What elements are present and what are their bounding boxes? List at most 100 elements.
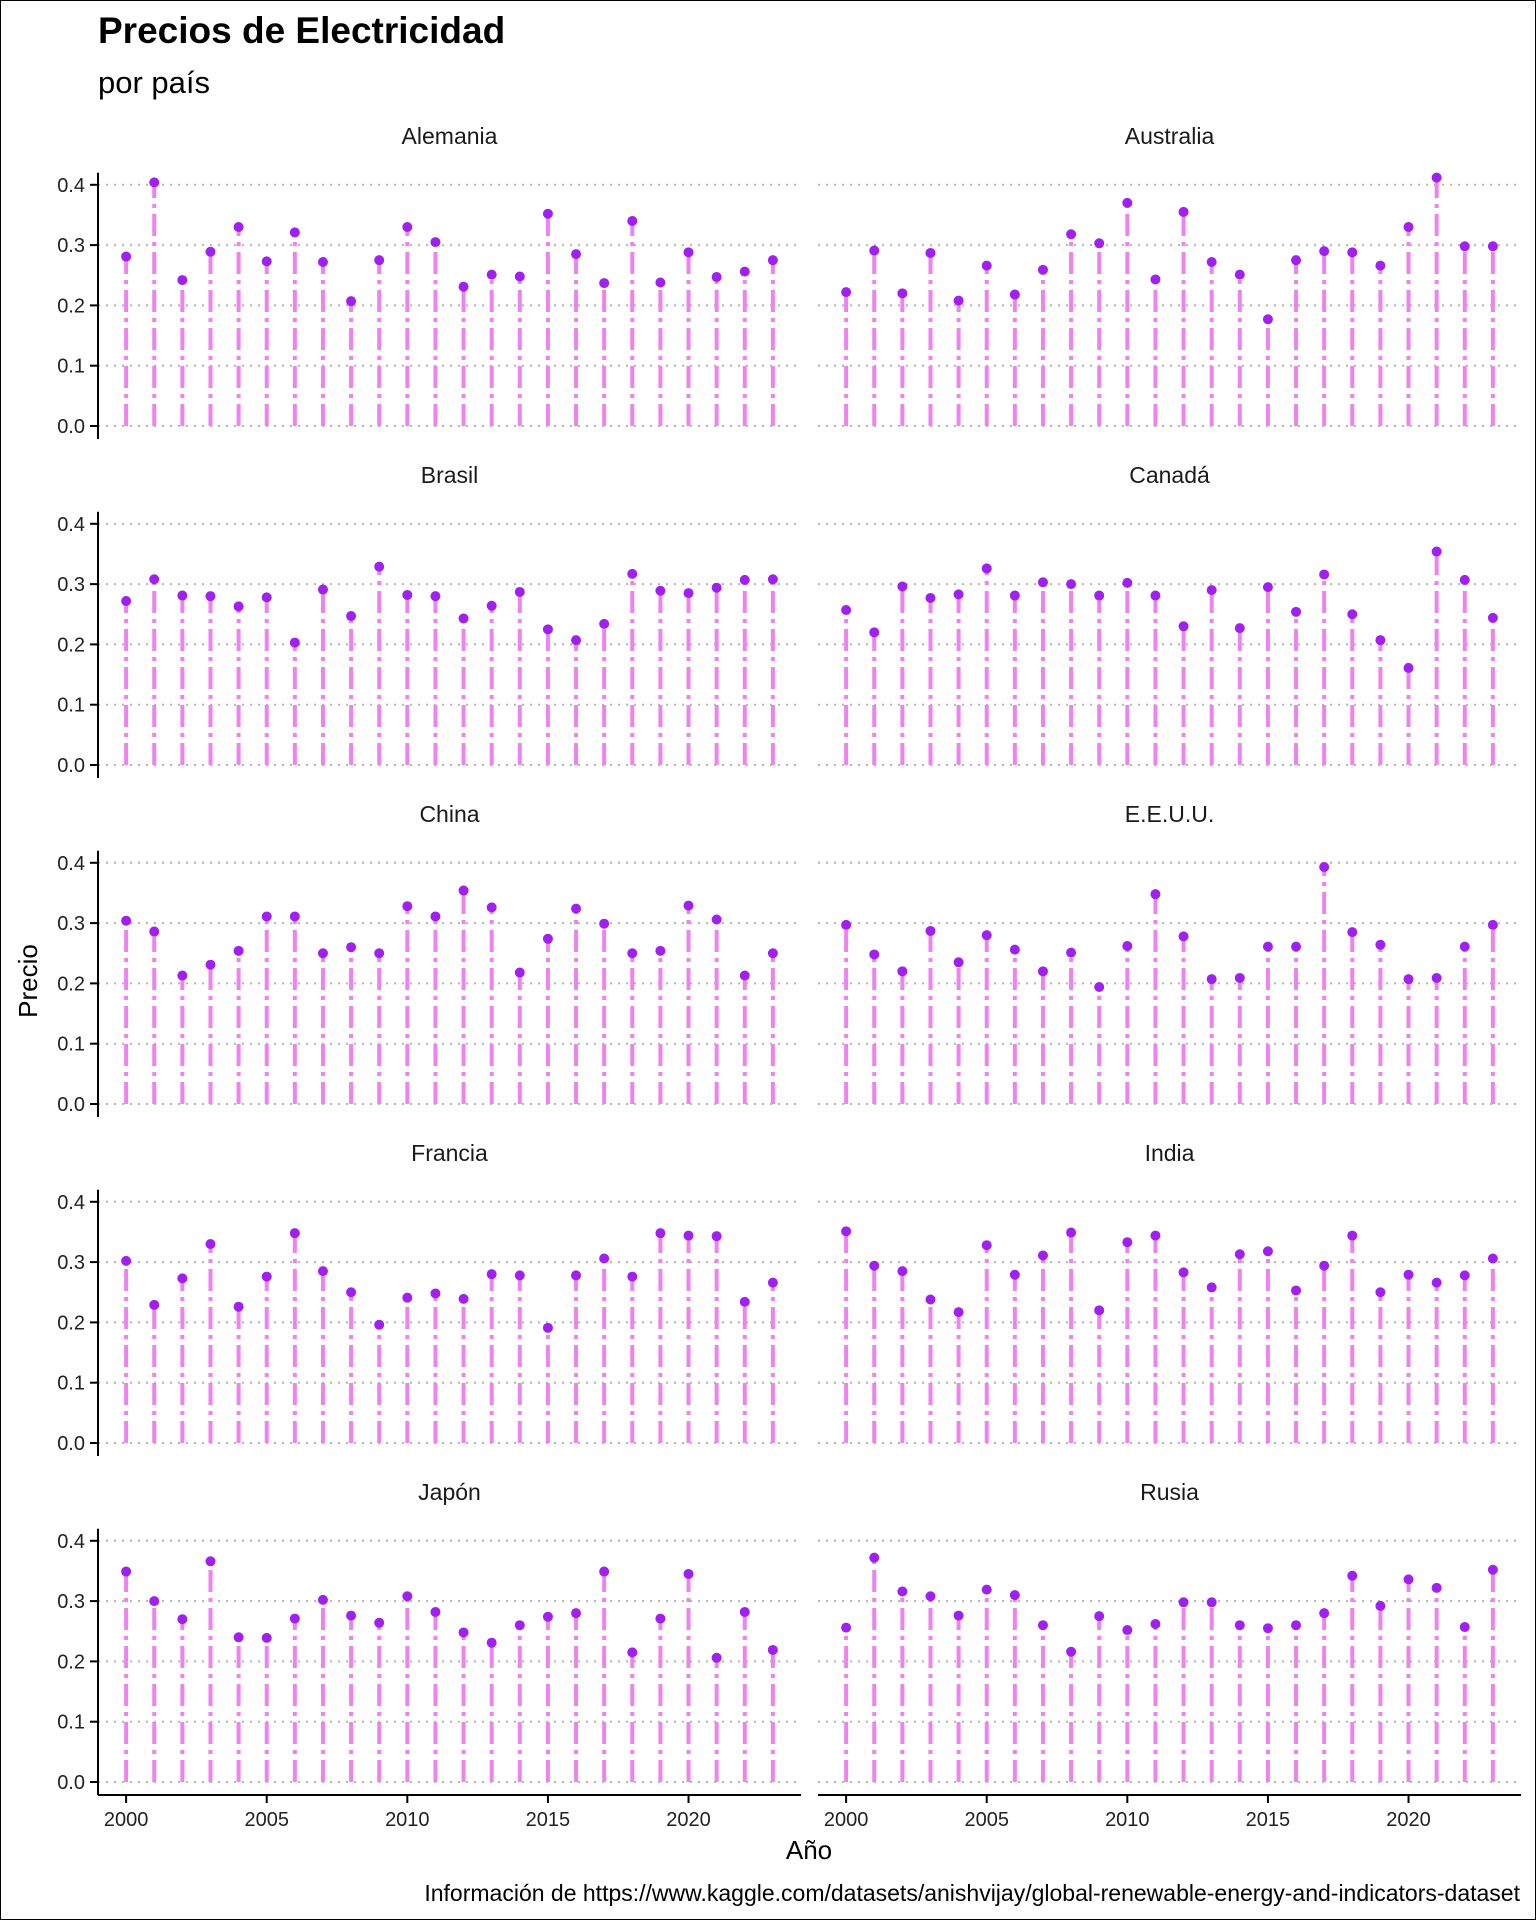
data-point [1291,1620,1302,1631]
data-point [627,568,638,579]
data-point [402,901,413,912]
panel-1: Alemania 0.0 0.1 0.2 0.3 0.4 [57,123,801,439]
data-point [177,970,188,981]
data-point [1094,238,1105,249]
data-point [655,277,666,288]
data-point [739,1296,750,1307]
data-point [1066,1646,1077,1657]
data-point [1459,1270,1470,1281]
data-point [149,1299,160,1310]
data-point [121,1566,132,1577]
data-point [317,1594,328,1605]
data-point [486,1637,497,1648]
data-point [514,967,525,978]
data-point [1066,229,1077,240]
data-point [571,903,582,914]
data-point [346,296,357,307]
data-point [1319,862,1330,873]
data-point [1234,972,1245,983]
data-point [486,1269,497,1280]
data-point [1431,1582,1442,1593]
data-point [542,1322,553,1333]
data-point [897,1266,908,1277]
data-point [402,222,413,233]
y-tick-label: 0.2 [57,1651,85,1673]
data-point [1037,1250,1048,1261]
chart-title: Precios de Electricidad [98,10,505,51]
x-tick-label: 2010 [1105,1809,1150,1831]
data-point [1122,577,1133,588]
data-point [374,561,385,572]
data-point [1347,927,1358,938]
chart-subtitle: por país [98,65,210,100]
data-point [430,1606,441,1617]
panel-title: Australia [1125,123,1215,149]
data-point [205,246,216,257]
y-tick-label: 0.2 [57,634,85,656]
data-point [1347,1230,1358,1241]
data-point [953,295,964,306]
data-point [571,1608,582,1619]
data-point [1403,662,1414,673]
data-point [627,1647,638,1658]
data-point [430,1288,441,1299]
data-point [925,925,936,936]
data-point [739,1606,750,1617]
data-point [374,1617,385,1628]
panel-title: India [1145,1140,1195,1166]
x-tick-label: 2020 [1386,1809,1431,1831]
data-point [1037,264,1048,275]
data-point [925,1294,936,1305]
data-point [767,574,778,585]
data-point [121,1255,132,1266]
y-tick-label: 0.4 [57,1531,85,1553]
data-point [149,574,160,585]
data-point [205,959,216,970]
data-point [121,595,132,606]
data-point [953,1307,964,1318]
data-point [149,926,160,937]
data-point [1009,1590,1020,1601]
panel-3: Brasil 0.0 0.1 0.2 0.3 0.4 [57,462,801,778]
data-point [289,911,300,922]
data-point [1459,941,1470,952]
data-point [897,288,908,299]
data-point [121,915,132,926]
data-point [1150,590,1161,601]
data-point [430,237,441,248]
data-point [627,1271,638,1282]
data-point [655,585,666,596]
data-point [486,269,497,280]
data-point [1431,172,1442,183]
data-point [1375,1600,1386,1611]
data-point [1150,889,1161,900]
data-point [1178,1597,1189,1608]
data-point [1375,635,1386,646]
data-point [683,247,694,258]
y-tick-label: 0.1 [57,695,85,717]
data-point [346,1287,357,1298]
data-point [1459,1622,1470,1633]
chart-caption: Información de https://www.kaggle.com/da… [424,1880,1520,1906]
data-point [1487,1564,1498,1575]
data-point [869,949,880,960]
data-point [767,1277,778,1288]
data-point [739,574,750,585]
y-tick-label: 0.0 [57,755,85,777]
data-point [1431,972,1442,983]
data-point [1234,269,1245,280]
data-point [1009,289,1020,300]
x-axis-title: Año [786,1835,832,1865]
y-tick-label: 0.0 [57,416,85,438]
y-tick-label: 0.3 [57,1252,85,1274]
data-point [1234,623,1245,634]
data-point [1150,1619,1161,1630]
data-point [121,251,132,262]
panel-title: Canadá [1129,462,1210,488]
data-point [711,272,722,283]
data-point [1487,241,1498,252]
data-point [767,948,778,959]
x-tick-label: 2000 [824,1809,869,1831]
panels: Alemania 0.0 0.1 0.2 0.3 0.4 Australia Brasil 0.… [57,123,1521,1831]
data-point [1347,247,1358,258]
